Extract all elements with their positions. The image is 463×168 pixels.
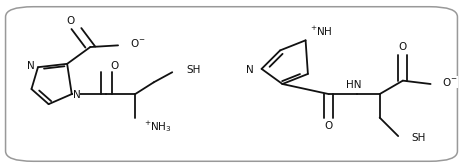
Text: O: O: [111, 61, 119, 71]
Text: SH: SH: [411, 133, 425, 143]
Text: N: N: [245, 65, 253, 75]
Text: N: N: [27, 60, 35, 71]
Text: O: O: [399, 42, 407, 52]
Text: O$^{-}$: O$^{-}$: [130, 37, 145, 49]
Text: O$^{-}$: O$^{-}$: [442, 76, 458, 88]
Text: $^{+}$NH: $^{+}$NH: [310, 25, 333, 38]
Text: N: N: [73, 90, 80, 100]
Text: SH: SH: [186, 65, 200, 75]
Text: $^{+}$NH$_3$: $^{+}$NH$_3$: [144, 119, 171, 134]
FancyBboxPatch shape: [6, 7, 457, 161]
Text: O: O: [67, 16, 75, 26]
Text: HN: HN: [346, 80, 362, 90]
Text: O: O: [325, 121, 333, 131]
